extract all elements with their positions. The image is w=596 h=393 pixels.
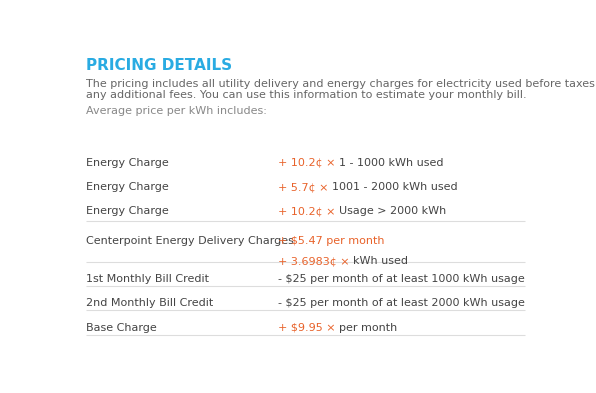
Text: Average price per kWh includes:: Average price per kWh includes: (86, 106, 267, 116)
Text: Base Charge: Base Charge (86, 323, 157, 332)
Text: + $9.95 ×: + $9.95 × (278, 323, 339, 332)
Text: any additional fees. You can use this information to estimate your monthly bill.: any additional fees. You can use this in… (86, 90, 527, 100)
Text: Centerpoint Energy Delivery Charges: Centerpoint Energy Delivery Charges (86, 236, 294, 246)
Text: - $25 per month of at least 2000 kWh usage: - $25 per month of at least 2000 kWh usa… (278, 298, 524, 309)
Text: PRICING DETAILS: PRICING DETAILS (86, 58, 232, 73)
Text: 1 - 1000 kWh used: 1 - 1000 kWh used (339, 158, 443, 167)
Text: kWh used: kWh used (353, 256, 408, 266)
Text: + $5.47 per month: + $5.47 per month (278, 236, 384, 246)
Text: Energy Charge: Energy Charge (86, 182, 169, 192)
Text: per month: per month (339, 323, 397, 332)
Text: - $25 per month of at least 1000 kWh usage: - $25 per month of at least 1000 kWh usa… (278, 274, 524, 284)
Text: + 10.2¢ ×: + 10.2¢ × (278, 158, 339, 167)
Text: Energy Charge: Energy Charge (86, 206, 169, 216)
Text: + 10.2¢ ×: + 10.2¢ × (278, 206, 339, 216)
Text: 1st Monthly Bill Credit: 1st Monthly Bill Credit (86, 274, 209, 284)
Text: 2nd Monthly Bill Credit: 2nd Monthly Bill Credit (86, 298, 213, 309)
Text: 1001 - 2000 kWh used: 1001 - 2000 kWh used (332, 182, 457, 192)
Text: Usage > 2000 kWh: Usage > 2000 kWh (339, 206, 446, 216)
Text: + 3.6983¢ ×: + 3.6983¢ × (278, 256, 353, 266)
Text: + 5.7¢ ×: + 5.7¢ × (278, 182, 332, 192)
Text: Energy Charge: Energy Charge (86, 158, 169, 167)
Text: The pricing includes all utility delivery and energy charges for electricity use: The pricing includes all utility deliver… (86, 79, 596, 89)
